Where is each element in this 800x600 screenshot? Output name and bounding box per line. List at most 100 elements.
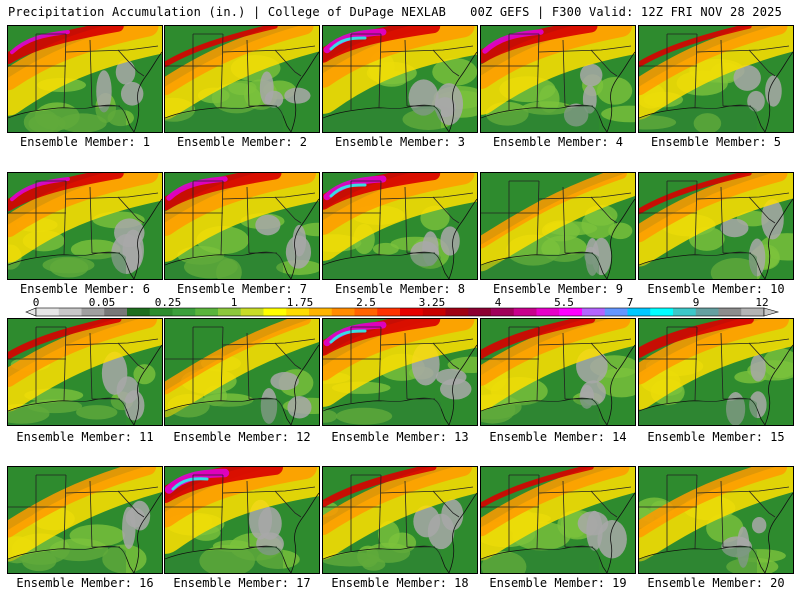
ensemble-member-map: [164, 172, 320, 280]
colorbar-tick-label: 1: [231, 296, 238, 309]
ensemble-member-map: [480, 25, 636, 133]
ensemble-member-label: Ensemble Member: 8: [334, 282, 466, 296]
colorbar-swatch: [149, 308, 173, 316]
ensemble-member-label: Ensemble Member: 11: [16, 430, 154, 444]
ensemble-member-label: Ensemble Member: 5: [650, 135, 782, 149]
precip-field: [8, 26, 162, 132]
colorbar-tick-label: 4: [495, 296, 502, 309]
colorbar-swatch: [309, 308, 333, 316]
ensemble-member-map: [638, 25, 794, 133]
precip-field: [323, 26, 477, 132]
map-title: Precipitation Accumulation (in.) | Colle…: [8, 5, 447, 19]
ensemble-member-label: Ensemble Member: 20: [647, 576, 785, 590]
ensemble-member-map: [7, 172, 163, 280]
colorbar-swatch: [127, 308, 151, 316]
ensemble-member-label: Ensemble Member: 9: [492, 282, 624, 296]
colorbar-swatch: [422, 308, 446, 316]
colorbar-swatch: [559, 308, 583, 316]
colorbar-tick-label: 2.5: [356, 296, 376, 309]
colorbar-swatch: [582, 308, 606, 316]
precip-field: [323, 319, 477, 425]
colorbar-swatch: [104, 308, 128, 316]
colorbar-swatch: [354, 308, 378, 316]
precip-field: [165, 319, 319, 425]
colorbar-swatch: [286, 308, 310, 316]
ensemble-member-label: Ensemble Member: 12: [173, 430, 311, 444]
precip-field: [165, 173, 319, 279]
colorbar-swatch: [491, 308, 515, 316]
ensemble-member-map: [322, 318, 478, 426]
ensemble-member-map: [638, 172, 794, 280]
colorbar-swatch: [536, 308, 560, 316]
ensemble-member-map: [638, 466, 794, 574]
ensemble-member-map: [638, 318, 794, 426]
colorbar-tick-label: 0.05: [89, 296, 116, 309]
ensemble-member-map: [322, 466, 478, 574]
precip-field: [639, 26, 793, 132]
colorbar-tick-label: 0.25: [155, 296, 182, 309]
colorbar-swatch: [718, 308, 742, 316]
colorbar-low-arrow: [25, 307, 37, 317]
colorbar-tick-label: 9: [693, 296, 700, 309]
precip-field: [481, 319, 635, 425]
precip-field: [8, 467, 162, 573]
ensemble-member-label: Ensemble Member: 4: [492, 135, 624, 149]
colorbar-swatch: [81, 308, 105, 316]
colorbar-tick-label: 0: [33, 296, 40, 309]
colorbar-swatch: [673, 308, 697, 316]
precip-field: [323, 467, 477, 573]
precip-field: [481, 26, 635, 132]
colorbar-swatch: [604, 308, 628, 316]
colorbar-swatch: [172, 308, 196, 316]
ensemble-member-map: [322, 172, 478, 280]
ensemble-member-label: Ensemble Member: 18: [331, 576, 469, 590]
ensemble-member-map: [164, 318, 320, 426]
ensemble-member-label: Ensemble Member: 1: [19, 135, 151, 149]
colorbar-swatch: [445, 308, 469, 316]
colorbar-swatch: [377, 308, 401, 316]
precip-field: [165, 467, 319, 573]
colorbar-tick-label: 7: [627, 296, 634, 309]
precip-field: [481, 173, 635, 279]
colorbar-swatch: [331, 308, 355, 316]
model-run-valid-time: 00Z GEFS | F300 Valid: 12Z FRI NOV 28 20…: [470, 5, 782, 19]
colorbar-swatch: [400, 308, 424, 316]
ensemble-member-map: [7, 25, 163, 133]
ensemble-member-label: Ensemble Member: 15: [647, 430, 785, 444]
ensemble-member-map: [7, 466, 163, 574]
ensemble-member-map: [164, 466, 320, 574]
colorbar-swatch: [195, 308, 219, 316]
ensemble-member-label: Ensemble Member: 10: [647, 282, 785, 296]
colorbar-tick-label: 1.75: [287, 296, 314, 309]
ensemble-member-label: Ensemble Member: 13: [331, 430, 469, 444]
precip-field: [165, 26, 319, 132]
ensemble-member-map: [7, 318, 163, 426]
colorbar-swatch: [627, 308, 651, 316]
precip-field: [639, 173, 793, 279]
ensemble-member-map: [480, 466, 636, 574]
ensemble-member-map: [322, 25, 478, 133]
colorbar-swatch: [513, 308, 537, 316]
ensemble-member-label: Ensemble Member: 3: [334, 135, 466, 149]
colorbar-swatch: [650, 308, 674, 316]
precip-field: [639, 467, 793, 573]
ensemble-member-label: Ensemble Member: 17: [173, 576, 311, 590]
precipitation-colorbar: 0 0.05 0.25 1 1.75 2.5 3.25 4 5.5 7 9 12: [25, 296, 780, 317]
colorbar-swatch: [695, 308, 719, 316]
ensemble-member-label: Ensemble Member: 6: [19, 282, 151, 296]
precip-field: [639, 319, 793, 425]
ensemble-member-label: Ensemble Member: 2: [176, 135, 308, 149]
ensemble-member-label: Ensemble Member: 16: [16, 576, 154, 590]
ensemble-member-map: [480, 318, 636, 426]
ensemble-member-map: [480, 172, 636, 280]
colorbar-swatch: [741, 308, 765, 316]
precip-field: [8, 173, 162, 279]
colorbar-tick-label: 5.5: [554, 296, 574, 309]
colorbar-tick-label: 12: [755, 296, 768, 309]
colorbar-swatch: [240, 308, 264, 316]
ensemble-member-label: Ensemble Member: 19: [489, 576, 627, 590]
colorbar-swatch: [263, 308, 287, 316]
colorbar-swatch: [58, 308, 82, 316]
colorbar-swatch: [468, 308, 492, 316]
colorbar-high-arrow: [763, 307, 780, 317]
